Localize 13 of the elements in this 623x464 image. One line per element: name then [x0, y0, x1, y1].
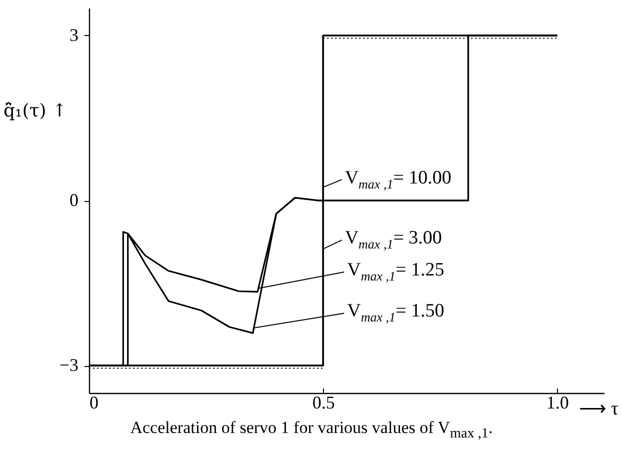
x-tick-label: 1.0 — [546, 392, 569, 412]
legend-label: V$_{max ,1}$= 10.00 — [344, 167, 452, 192]
legend-label: V$_{max ,1}$= 3.00 — [344, 228, 442, 252]
y-tick-label: 3 — [70, 25, 78, 45]
x-axis-title: ⟶ τ — [579, 398, 619, 420]
y-tick-label: −3 — [59, 355, 78, 375]
y-axis-title: q̈̂₁(τ) ↑ — [4, 100, 68, 122]
x-tick-label: 0 — [90, 392, 98, 412]
text: Acceleration of servo 1 for various values of V$_{max ,1}$. — [129, 418, 494, 442]
legend-label: V$_{max ,1}$= 1.25 — [347, 260, 444, 284]
x-tick-label: 0.5 — [312, 392, 335, 412]
y-tick-label: 0 — [70, 190, 78, 210]
legend-label: V$_{max ,1}$= 1.50 — [347, 300, 444, 326]
